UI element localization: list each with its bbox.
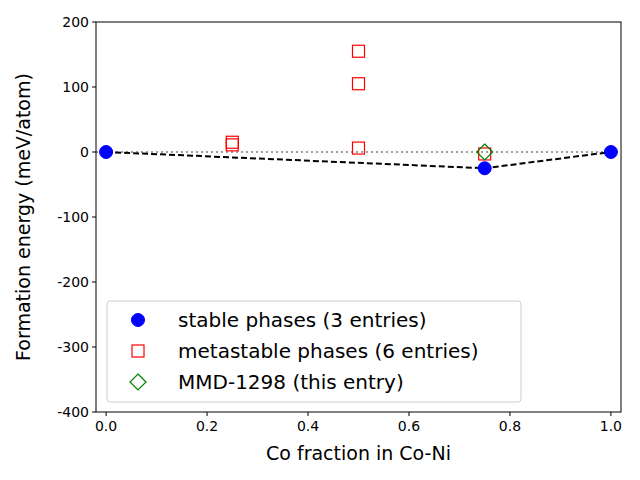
point <box>477 144 493 160</box>
point <box>353 78 365 90</box>
point <box>353 142 365 154</box>
point <box>226 136 238 148</box>
point <box>226 139 238 151</box>
x-tick-label: 0.2 <box>196 418 218 434</box>
legend-label: stable phases (3 entries) <box>178 308 427 332</box>
x-tick <box>106 412 107 416</box>
legend-box <box>107 301 521 402</box>
y-tick <box>92 347 96 348</box>
x-tick <box>308 412 309 416</box>
y-tick-label: 200 <box>62 14 89 30</box>
y-tick-label: 0 <box>80 144 89 160</box>
y-tick-label: -200 <box>57 274 89 290</box>
y-tick-label: -300 <box>57 339 89 355</box>
point <box>604 146 617 159</box>
y-axis-label: Formation energy (meV/atom) <box>12 73 34 361</box>
x-tick <box>610 412 611 416</box>
x-tick <box>408 412 409 416</box>
y-tick <box>92 22 96 23</box>
legend-marker <box>132 345 144 357</box>
y-tick <box>92 412 96 413</box>
point <box>100 146 113 159</box>
axes: 0.0 0.2 0.4 0.6 0.8 1.0 -400 -300 -200 -100 0 100 20… <box>57 14 622 434</box>
legend-label: MMD-1298 (this entry) <box>178 370 404 394</box>
point <box>478 162 491 175</box>
x-tick-label: 0.4 <box>297 418 319 434</box>
x-tick <box>207 412 208 416</box>
point <box>353 45 365 57</box>
y-tick <box>92 87 96 88</box>
x-axis-label: Co fraction in Co-Ni <box>266 442 451 464</box>
y-tick-label: -400 <box>57 404 89 420</box>
y-tick <box>92 217 96 218</box>
y-tick <box>92 152 96 153</box>
x-tick <box>509 412 510 416</box>
y-tick <box>92 282 96 283</box>
legend-label: metastable phases (6 entries) <box>178 339 478 363</box>
x-tick-label: 0.6 <box>398 418 420 434</box>
point <box>479 148 491 160</box>
y-tick-label: -100 <box>57 209 89 225</box>
legend-marker <box>132 314 145 327</box>
x-tick-label: 1.0 <box>600 418 622 434</box>
legend: stable phases (3 entries) metastable phas… <box>107 301 521 402</box>
plot-frame <box>96 22 621 412</box>
x-tick-label: 0.0 <box>95 418 117 434</box>
x-tick-label: 0.8 <box>499 418 521 434</box>
line-dotted <box>96 151 621 153</box>
y-tick-label: 100 <box>62 79 89 95</box>
plot-data <box>96 45 621 175</box>
chart: 0.0 0.2 0.4 0.6 0.8 1.0 -400 -300 -200 -100 0 100 20… <box>0 0 640 480</box>
legend-marker <box>130 374 146 390</box>
